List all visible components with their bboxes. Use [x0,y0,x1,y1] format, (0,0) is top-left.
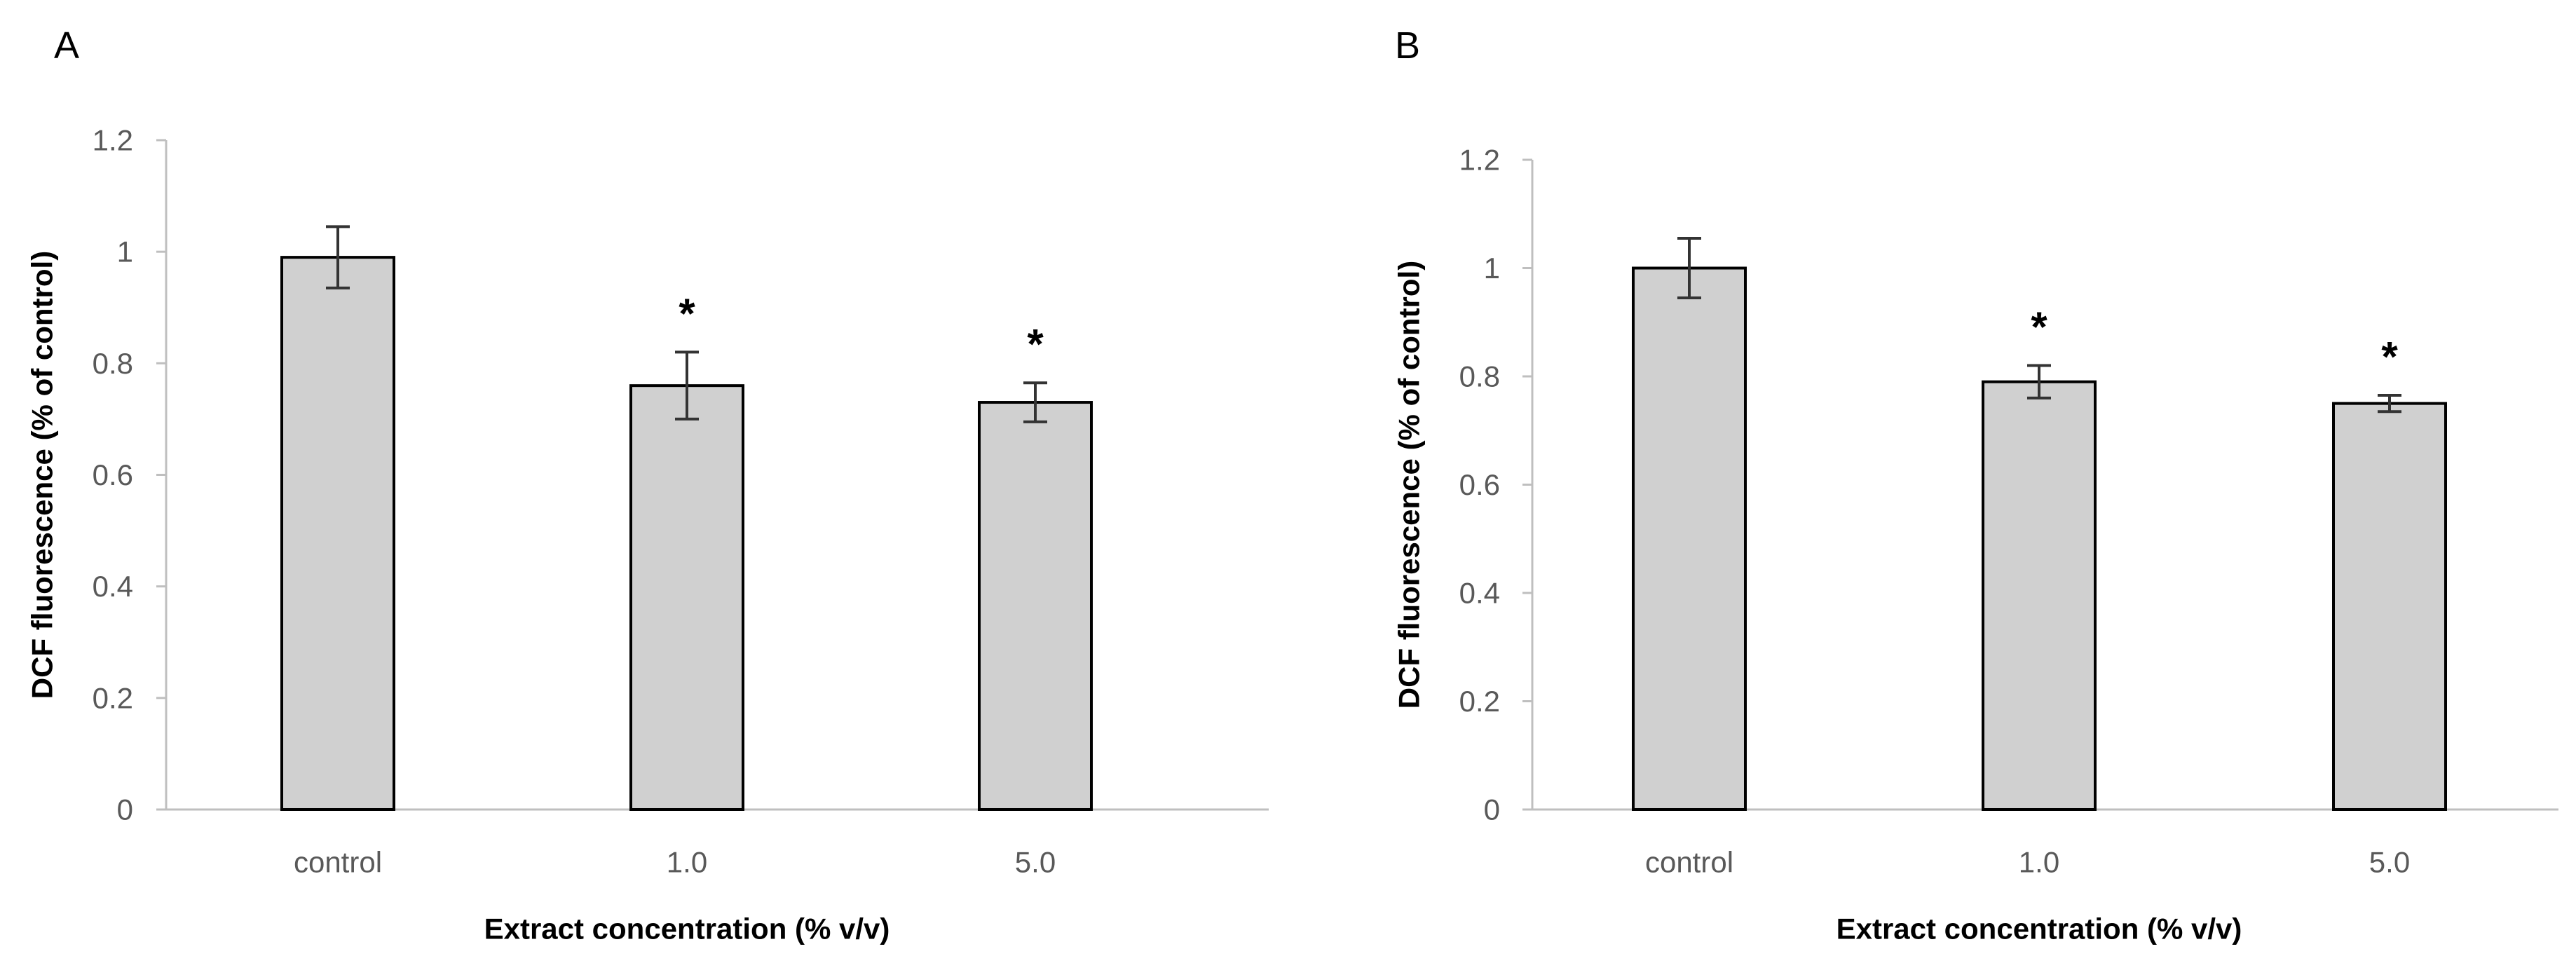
significance-marker: * [2381,334,2398,381]
y-tick-label: 0.2 [1459,685,1500,718]
y-tick-label: 0 [1484,793,1500,826]
bar-chart-a: A 0 0.2 0.4 0.6 0.8 1 1.2 control * 1.0 * 5.0 Extract… [26,25,1269,945]
x-tick-label: 5.0 [1015,846,1056,879]
x-axis-title: Extract concentration (% v/v) [484,913,890,945]
y-tick-label: 1.2 [1459,144,1500,177]
bar-5.0 [978,401,1093,811]
bar-1.0 [1982,380,2097,811]
bar-5.0 [2332,402,2447,811]
significance-marker: * [2031,303,2047,350]
y-tick-label: 0.6 [1459,468,1500,501]
y-axis-title: DCF fluorescence (% of control) [26,251,59,699]
y-tick-label: 0.4 [1459,577,1500,610]
significance-marker: * [1027,321,1044,368]
bar-1.0 [629,384,744,811]
x-tick-label: control [294,846,382,879]
y-tick-label: 0.8 [93,347,133,380]
chart-panel-a: A 0 0.2 0.4 0.6 0.8 1 1.2 control * 1.0 * 5.0 Extract… [26,25,1269,945]
significance-marker: * [679,290,695,337]
x-tick-label: 1.0 [2019,846,2059,879]
y-tick-label: 0.4 [93,570,133,603]
bar-control [1632,266,1747,811]
x-tick-label: 1.0 [667,846,707,879]
y-tick-label: 1 [1484,252,1500,285]
x-tick-label: control [1645,846,1733,879]
chart-panel-b: B 0 0.2 0.4 0.6 0.8 1 1.2 control * 1.0 * 5.0 Extract… [1290,0,2576,956]
bar-control [280,256,395,811]
y-tick-label: 0 [117,793,133,826]
x-axis-title: Extract concentration (% v/v) [1836,913,2242,945]
y-tick-label: 1 [117,235,133,268]
y-tick-label: 0.8 [1459,360,1500,393]
y-axis-title: DCF fluorescence (% of control) [1393,261,1426,709]
bar-chart-b: B 0 0.2 0.4 0.6 0.8 1 1.2 control * 1.0 * 5.0 Extract… [1393,25,2558,945]
x-tick-label: 5.0 [2369,846,2410,879]
y-tick-label: 0.2 [93,681,133,714]
y-tick-label: 0.6 [93,458,133,491]
y-tick-label: 1.2 [93,124,133,157]
panel-label: A [54,25,79,67]
panel-label: B [1395,25,1420,67]
